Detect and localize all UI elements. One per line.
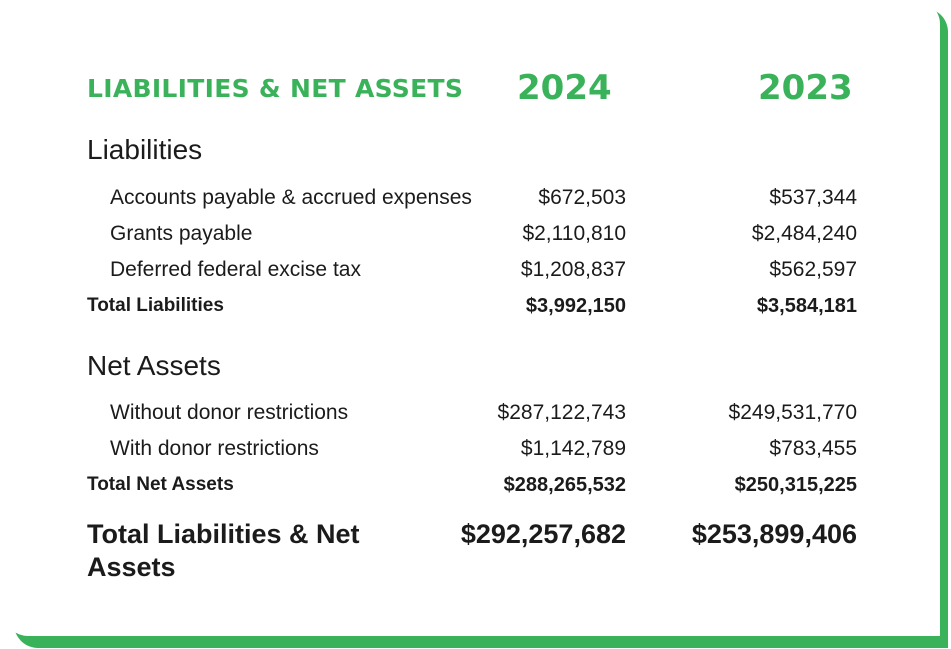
table-row: Grants payable $2,110,810 $2,484,240	[0, 222, 951, 252]
value-2023: $3,584,181	[756, 295, 857, 317]
section-heading-net-assets: Net Assets	[87, 350, 221, 381]
value-2024: $1,142,789	[520, 437, 626, 460]
row-label: Deferred federal excise tax	[110, 258, 361, 281]
grand-total-2023: $253,899,406	[691, 519, 857, 549]
table-row: With donor restrictions $1,142,789 $783,…	[0, 437, 951, 467]
value-2024: $288,265,532	[503, 474, 626, 496]
value-2023: $249,531,770	[728, 401, 857, 424]
row-label: Total Liabilities	[87, 295, 224, 316]
grand-total-label: Total Liabilities & Net Assets	[87, 519, 360, 582]
value-2023: $2,484,240	[751, 222, 857, 245]
grand-total-2024: $292,257,682	[460, 519, 626, 549]
value-2024: $287,122,743	[497, 401, 626, 424]
value-2024: $672,503	[538, 186, 626, 209]
row-label: Total Net Assets	[87, 474, 234, 495]
value-2024: $1,208,837	[520, 258, 626, 281]
year-column-2023: 2023	[758, 68, 853, 108]
table-row: Accounts payable & accrued expenses $672…	[0, 186, 951, 216]
card-body	[4, 0, 940, 636]
row-label: Without donor restrictions	[110, 401, 349, 424]
total-liabilities-row: Total Liabilities $3,992,150 $3,584,181	[0, 295, 951, 325]
row-label: With donor restrictions	[110, 437, 319, 460]
row-label: Accounts payable & accrued expenses	[110, 186, 472, 209]
year-column-2024: 2024	[517, 68, 612, 108]
row-label: Grants payable	[110, 222, 253, 245]
value-2023: $562,597	[769, 258, 857, 281]
table-row: Deferred federal excise tax $1,208,837 $…	[0, 258, 951, 288]
total-net-assets-row: Total Net Assets $288,265,532 $250,315,2…	[0, 474, 951, 504]
value-2023: $783,455	[769, 437, 857, 460]
statement-title: LIABILITIES & NET ASSETS	[87, 74, 464, 103]
section-heading-liabilities: Liabilities	[87, 134, 203, 165]
value-2023: $537,344	[769, 186, 857, 209]
value-2024: $3,992,150	[525, 295, 626, 317]
value-2023: $250,315,225	[734, 474, 857, 496]
table-row: Without donor restrictions $287,122,743 …	[0, 401, 951, 431]
value-2024: $2,110,810	[522, 222, 626, 245]
